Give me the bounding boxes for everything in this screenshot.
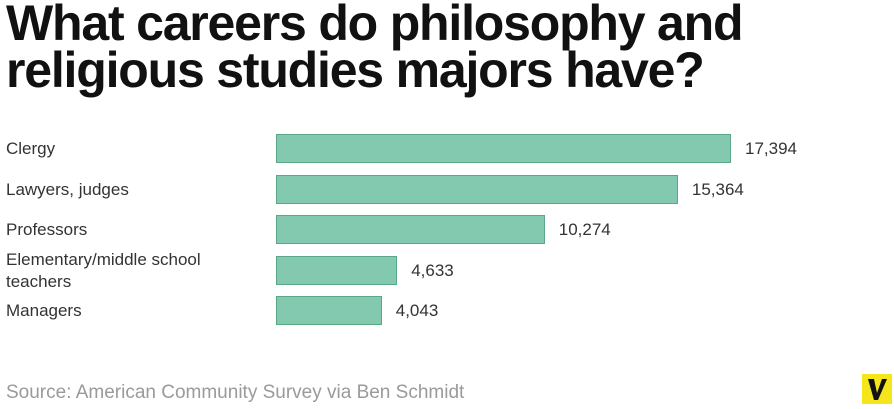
bar (276, 296, 382, 325)
value-label: 17,394 (745, 139, 797, 158)
source-note: Source: American Community Survey via Be… (6, 382, 465, 403)
bar (276, 134, 731, 163)
value-label: 10,274 (558, 220, 611, 239)
category-label: Professors (6, 220, 88, 239)
category-label: Managers (6, 301, 82, 320)
category-label: Clergy (6, 139, 56, 158)
bar (276, 215, 545, 244)
chart-title: What careers do philosophy and religious… (6, 0, 744, 98)
value-label: 4,633 (411, 260, 454, 280)
logo-mark (868, 379, 887, 400)
category-label: Lawyers, judges (6, 179, 129, 199)
bar (276, 255, 398, 285)
logo (862, 374, 892, 404)
value-label: 4,043 (395, 301, 439, 320)
category-label: Elementary/middle school teachers (6, 249, 201, 291)
bar (276, 174, 678, 204)
value-label: 15,364 (691, 179, 744, 199)
